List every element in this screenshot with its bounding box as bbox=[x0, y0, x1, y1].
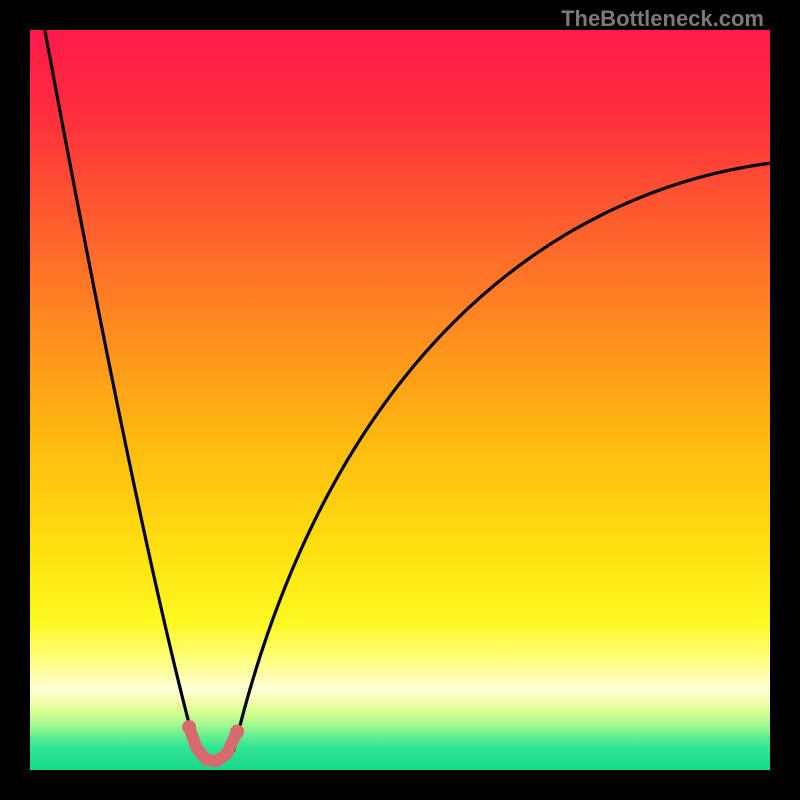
outer-frame bbox=[0, 0, 800, 800]
valley-marker-endpoint-right bbox=[230, 725, 244, 739]
curve-right bbox=[234, 163, 771, 751]
chart-svg bbox=[30, 30, 770, 770]
valley-marker-endpoint-left bbox=[182, 720, 196, 734]
valley-marker bbox=[189, 727, 237, 761]
watermark-text: TheBottleneck.com bbox=[561, 6, 764, 32]
plot-area bbox=[30, 30, 770, 770]
curve-left bbox=[45, 30, 197, 752]
